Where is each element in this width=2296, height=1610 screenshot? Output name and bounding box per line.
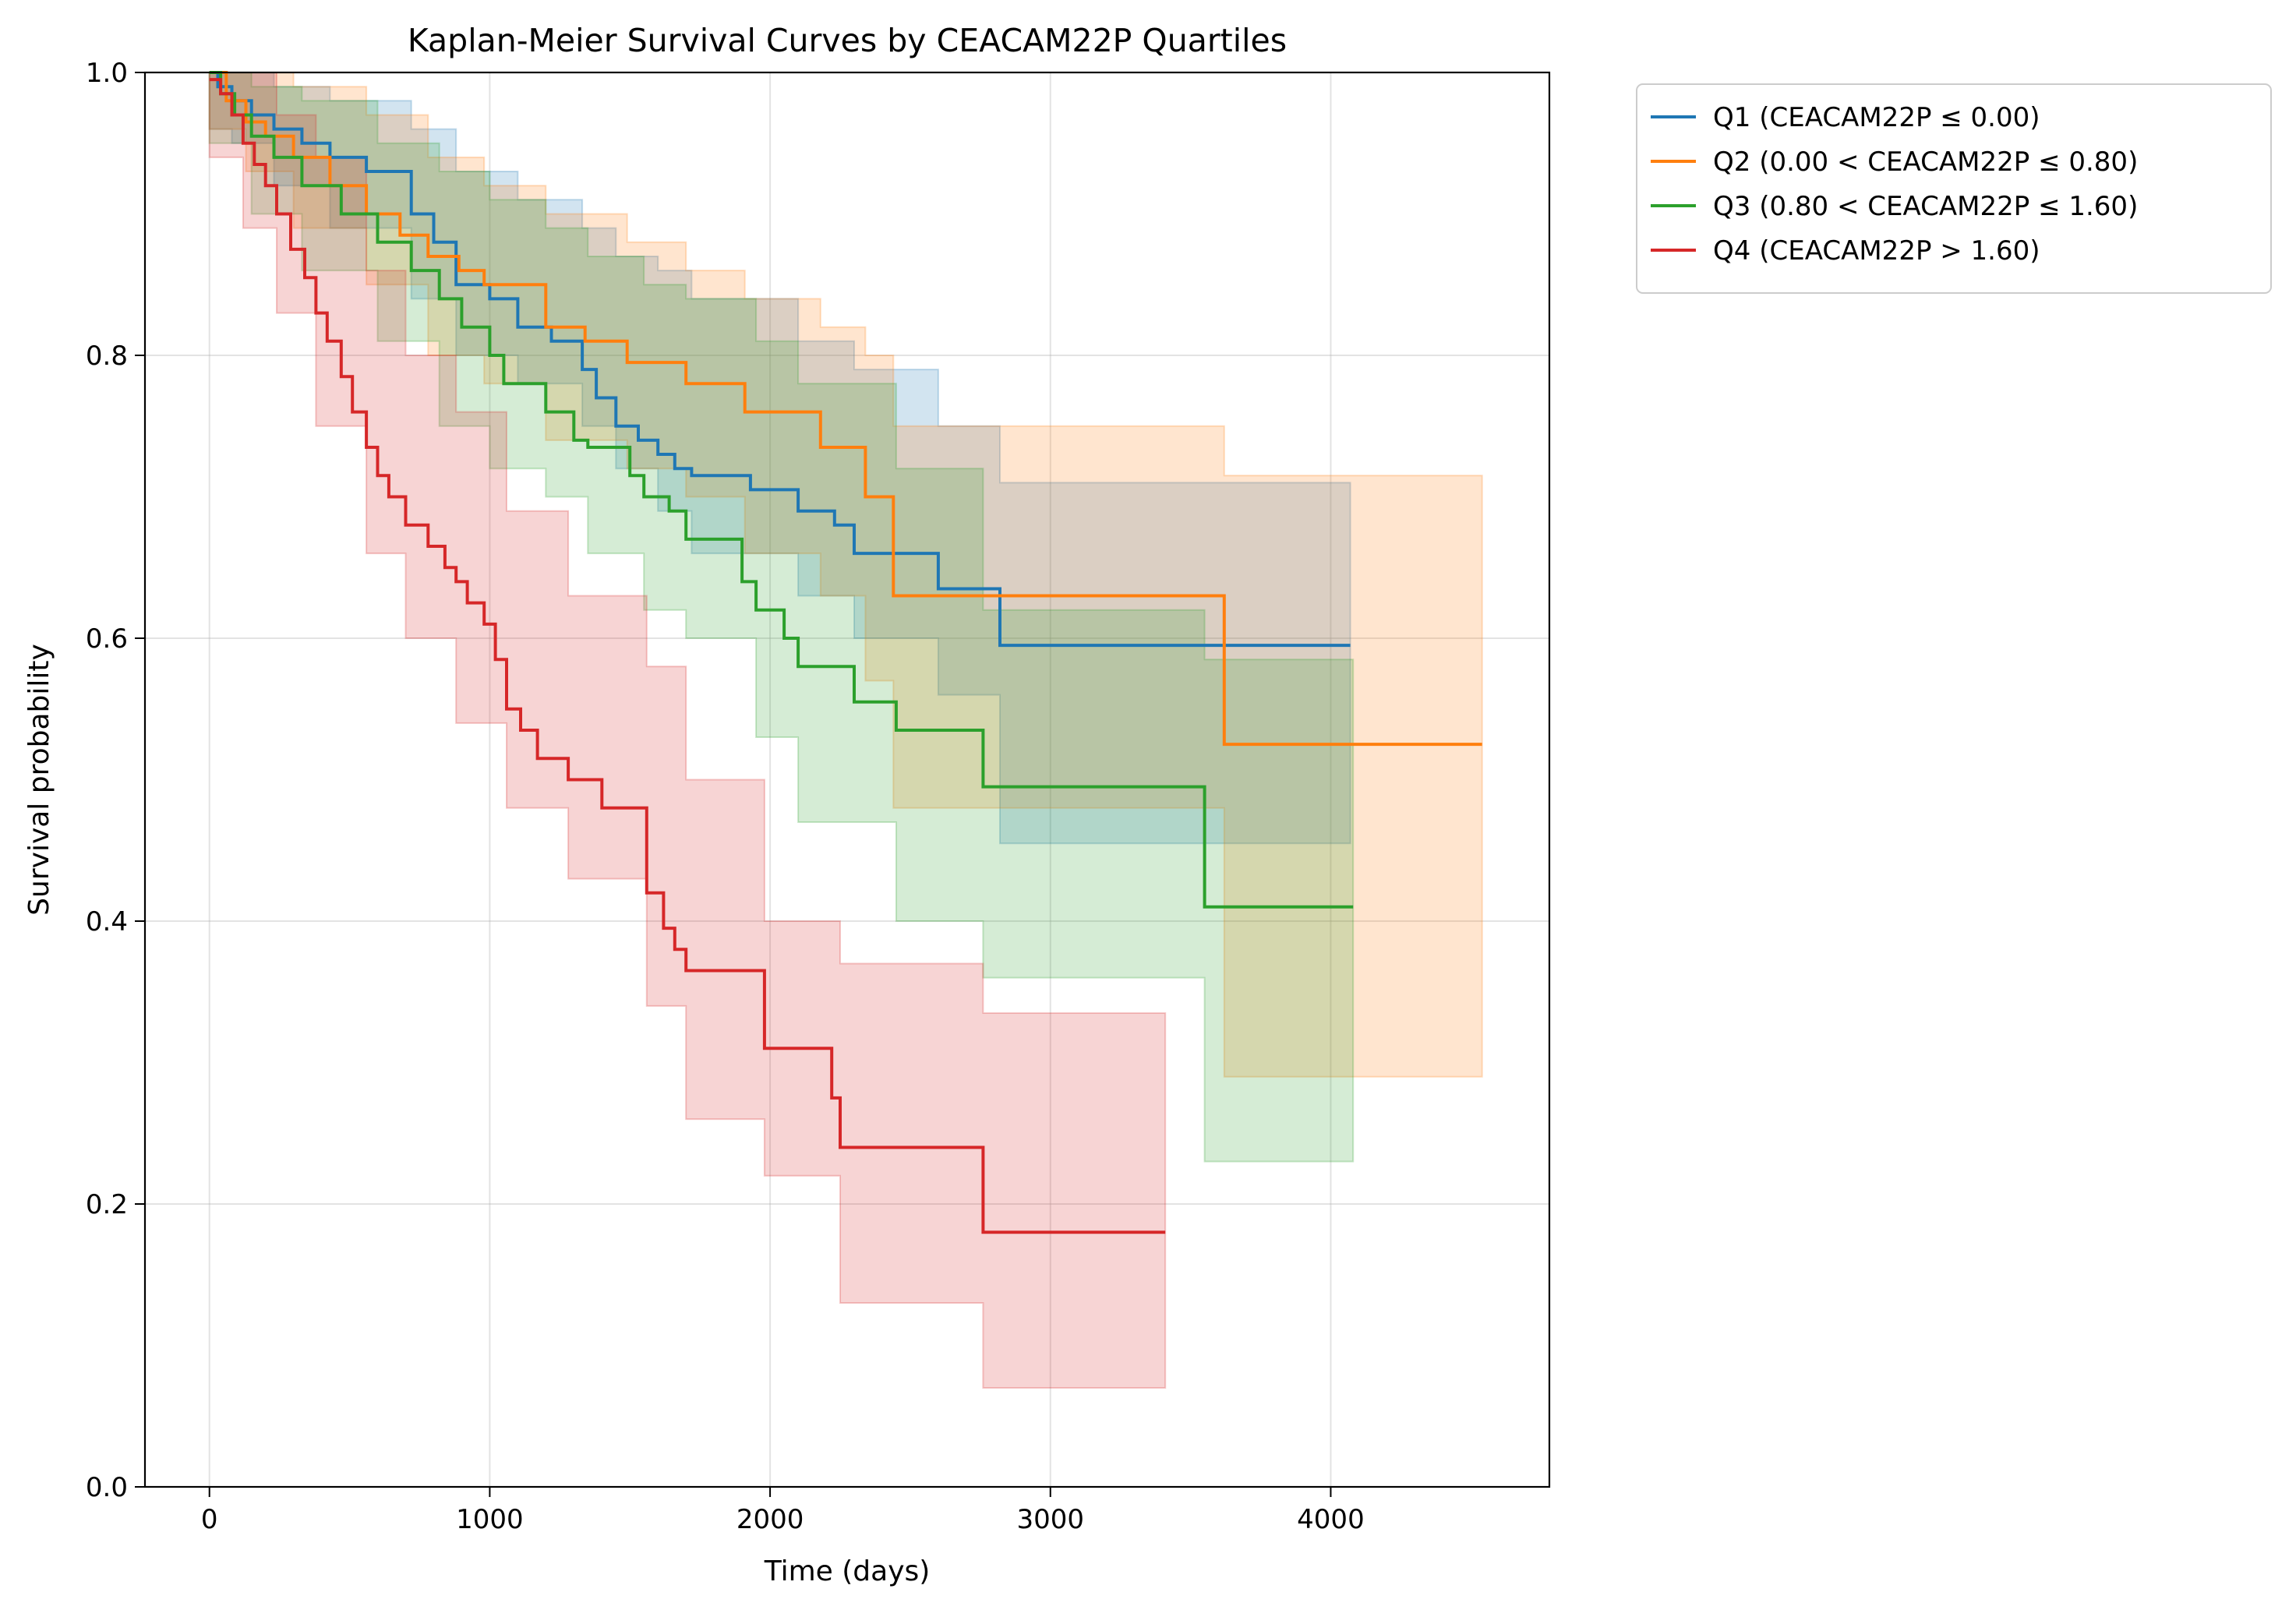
x-tick-label: 3000 [1017,1504,1085,1535]
y-tick-label: 0.0 [86,1472,128,1503]
confidence-band-q2 [208,72,1483,1078]
y-tick-label: 0.6 [86,623,128,655]
plot-frame [143,71,1551,1488]
x-tick-label: 2000 [736,1504,804,1535]
legend-label: Q3 (0.80 < CEACAM22P ≤ 1.60) [1713,191,2138,222]
x-tick-label: 0 [201,1504,218,1535]
survival-curve-q1 [209,71,1351,648]
y-tick-label: 0.4 [86,906,128,937]
legend-label: Q2 (0.00 < CEACAM22P ≤ 0.80) [1713,147,2138,178]
y-tick-label: 0.8 [86,341,128,372]
y-tick-label: 1.0 [86,58,128,89]
x-tick-label: 4000 [1297,1504,1365,1535]
legend-label: Q4 (CEACAM22P > 1.60) [1713,235,2040,267]
x-axis-label: Time (days) [764,1555,931,1587]
survival-curve-q2 [209,71,1482,747]
y-tick-label: 0.2 [86,1189,128,1220]
legend-label: Q1 (CEACAM22P ≤ 0.00) [1713,102,2040,133]
x-tick-label: 1000 [456,1504,524,1535]
survival-curve-q4 [209,78,1166,1234]
confidence-band-q4 [208,72,1167,1389]
confidence-bands [208,72,1483,1389]
survival-curves [209,71,1482,1234]
y-axis-label: Survival probability [23,644,55,916]
legend: Q1 (CEACAM22P ≤ 0.00) Q2 (0.00 < CEACAM22… [1636,83,2272,294]
x-axis: 0 1000 2000 3000 4000 [201,1487,1365,1535]
y-axis: 0.0 0.2 0.4 0.6 0.8 1.0 [86,58,145,1503]
legend-box [1636,83,2272,294]
survival-curve-q3 [209,71,1354,909]
confidence-band-q3 [208,72,1355,1163]
chart-title: Kaplan-Meier Survival Curves by CEACAM22… [408,22,1287,59]
